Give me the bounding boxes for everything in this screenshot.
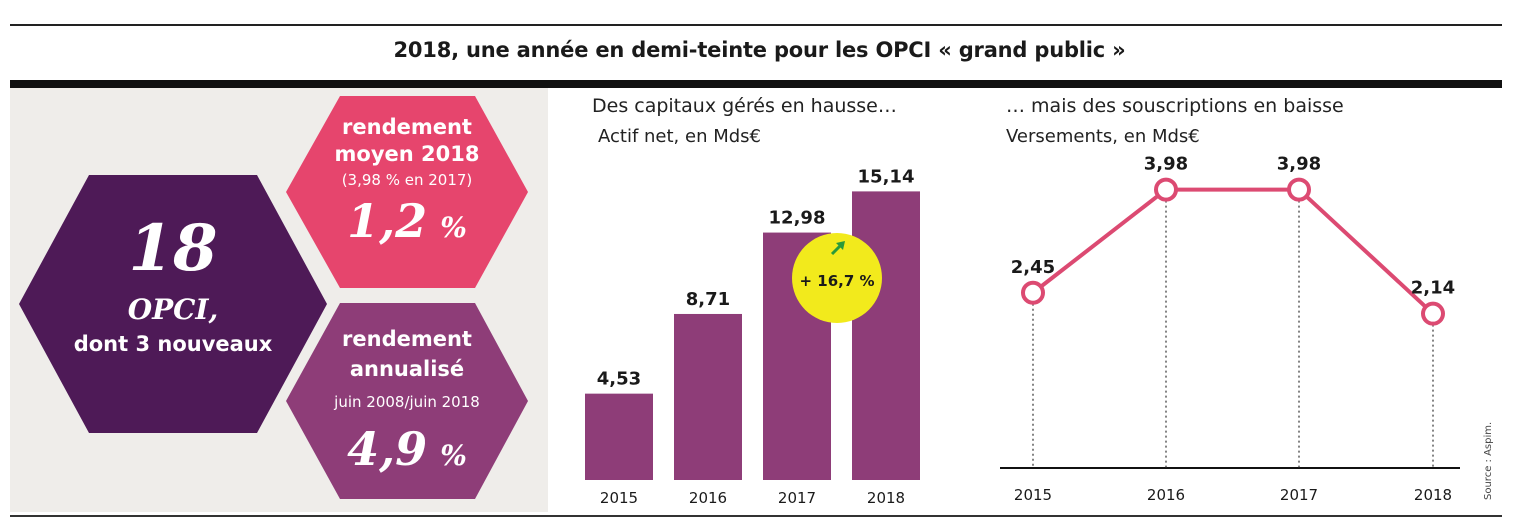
bar-chart: 4,53 2015 8,71 2016 12,98 2017 15,14 2018 + 16,7… bbox=[585, 166, 920, 507]
avg-yield-value-group: 1,2 % bbox=[285, 194, 529, 259]
opci-count: 18 bbox=[128, 211, 218, 286]
line-point-2018 bbox=[1421, 301, 1445, 326]
summary-panel: 18 OPCI, dont 3 nouveaux rendement moyen… bbox=[10, 88, 548, 512]
avg-yield-note: (3,98 % en 2017) bbox=[341, 171, 473, 189]
bar-value-label: 8,71 bbox=[686, 289, 730, 310]
arrow-head bbox=[836, 241, 845, 250]
annualized-yield-note: juin 2008/juin 2018 bbox=[334, 393, 480, 411]
avg-yield-unit: % bbox=[440, 211, 467, 244]
avg-yield-line2: moyen 2018 bbox=[334, 142, 480, 166]
source-note: Source : Aspim. bbox=[1483, 421, 1494, 500]
title-divider bbox=[10, 80, 1502, 88]
top-rule bbox=[10, 24, 1502, 26]
annualized-yield-value: 4,9 bbox=[347, 422, 428, 476]
line-tick-label: 2018 bbox=[1414, 486, 1452, 504]
opci-sub: dont 3 nouveaux bbox=[73, 332, 273, 356]
line-point-2015 bbox=[1021, 280, 1045, 305]
point-value-label: 2,45 bbox=[1011, 257, 1055, 278]
avg-yield-line1: rendement bbox=[342, 115, 472, 139]
line-tick-label: 2015 bbox=[1014, 486, 1052, 504]
line-chart: 2,45 2015 3,98 2016 3,98 2017 2,14 2018 bbox=[1000, 154, 1460, 504]
line-tick-label: 2016 bbox=[1147, 486, 1185, 504]
bar-2015 bbox=[585, 393, 653, 480]
line-chart-subtitle: Versements, en Mds€ bbox=[1006, 126, 1200, 147]
avg-yield-hexagon bbox=[286, 96, 528, 288]
bar-tick-label: 2015 bbox=[600, 489, 638, 507]
line-point-2016 bbox=[1154, 177, 1178, 202]
bar-tick-label: 2017 bbox=[778, 489, 816, 507]
growth-bubble bbox=[792, 233, 882, 323]
bar-chart-title: Des capitaux gérés en hausse… bbox=[592, 95, 897, 117]
growth-annotation: + 16,7 % bbox=[799, 272, 874, 290]
bar-value-label: 4,53 bbox=[597, 369, 641, 390]
subscriptions-line bbox=[1031, 187, 1435, 316]
annualized-yield-line1: rendement bbox=[342, 327, 472, 351]
bar-2018 bbox=[852, 191, 920, 481]
annualized-yield-hexagon bbox=[286, 303, 528, 499]
bar-2016 bbox=[674, 313, 742, 480]
bar-tick-label: 2018 bbox=[867, 489, 905, 507]
bar-value-label: 12,98 bbox=[769, 208, 826, 229]
bottom-rule bbox=[10, 515, 1502, 517]
bar-tick-label: 2016 bbox=[689, 489, 727, 507]
page-title: 2018, une année en demi-teinte pour les … bbox=[393, 38, 1126, 62]
opci-count-hexagon bbox=[19, 175, 327, 433]
line-chart-title: … mais des souscriptions en baisse bbox=[1006, 95, 1344, 117]
point-value-label: 2,14 bbox=[1411, 278, 1455, 299]
avg-yield-value: 1,2 bbox=[347, 194, 428, 248]
line-point-2017 bbox=[1287, 177, 1311, 202]
line-tick-label: 2017 bbox=[1280, 486, 1318, 504]
annualized-yield-unit: % bbox=[440, 439, 467, 472]
bar-chart-subtitle: Actif net, en Mds€ bbox=[598, 126, 761, 147]
bar-value-label: 15,14 bbox=[858, 166, 915, 187]
point-value-label: 3,98 bbox=[1277, 154, 1321, 175]
arrow-up-right-icon bbox=[830, 241, 845, 256]
annualized-yield-value-group: 4,9 % bbox=[285, 422, 529, 487]
opci-label: OPCI, bbox=[127, 293, 219, 326]
annualized-yield-line2: annualisé bbox=[349, 357, 465, 381]
point-value-label: 3,98 bbox=[1144, 154, 1188, 175]
